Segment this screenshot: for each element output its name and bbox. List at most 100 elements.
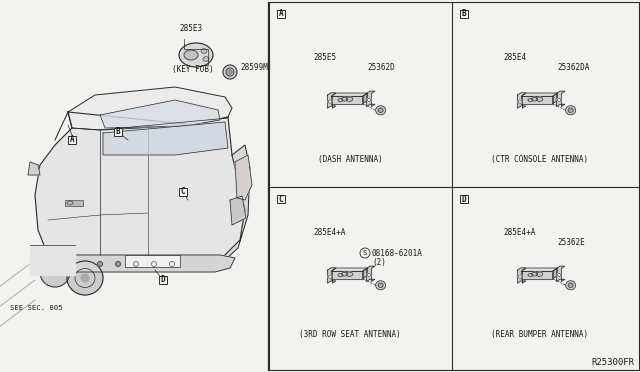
Ellipse shape [367,98,371,102]
Text: D: D [161,276,165,285]
Text: A: A [70,135,74,144]
Circle shape [97,262,102,266]
Circle shape [228,70,232,74]
Ellipse shape [378,283,383,288]
Ellipse shape [532,97,538,101]
Bar [179,188,187,196]
Text: (KEY FOB): (KEY FOB) [172,65,214,74]
Polygon shape [522,268,557,271]
Polygon shape [50,255,235,272]
Text: 285E3: 285E3 [179,24,203,33]
Text: 08168-6201A: 08168-6201A [372,248,423,257]
Ellipse shape [40,257,70,287]
Ellipse shape [528,273,533,277]
Polygon shape [522,96,552,104]
Polygon shape [332,271,363,279]
Ellipse shape [81,274,89,282]
Text: (DASH ANTENNA): (DASH ANTENNA) [317,155,382,164]
Ellipse shape [528,99,533,102]
Polygon shape [552,93,557,104]
Text: 285E5: 285E5 [313,53,336,62]
Polygon shape [518,93,526,108]
Ellipse shape [566,281,575,290]
Bar [460,195,468,203]
Polygon shape [522,93,557,96]
Text: (3RD ROW SEAT ANTENNA): (3RD ROW SEAT ANTENNA) [299,330,401,339]
Circle shape [223,65,237,79]
Polygon shape [363,93,367,104]
Circle shape [115,262,120,266]
Ellipse shape [338,273,343,277]
Ellipse shape [328,100,332,103]
Ellipse shape [557,98,561,102]
Polygon shape [522,271,552,279]
Bar [277,195,285,203]
Text: C: C [180,187,186,196]
Circle shape [170,262,175,266]
Polygon shape [100,100,220,128]
Polygon shape [332,268,367,271]
Polygon shape [220,145,250,260]
Ellipse shape [346,272,353,276]
Ellipse shape [346,97,353,101]
Polygon shape [557,91,565,106]
Bar [269,2,639,370]
Text: 285E4+A: 285E4+A [503,228,536,237]
Polygon shape [328,268,336,283]
Text: 285E4: 285E4 [503,53,526,62]
Text: R25300FR: R25300FR [591,358,634,367]
Ellipse shape [568,283,573,288]
Text: (2): (2) [372,257,386,266]
Ellipse shape [378,108,383,112]
Ellipse shape [201,49,207,53]
Text: 25362E: 25362E [557,238,585,247]
Ellipse shape [67,261,103,295]
Circle shape [226,68,234,76]
Polygon shape [367,91,375,106]
Circle shape [152,262,157,266]
Text: S: S [363,250,367,256]
Polygon shape [35,112,245,270]
Text: 25362D: 25362D [367,63,395,72]
Ellipse shape [328,275,332,278]
Text: 285E4+A: 285E4+A [313,228,346,237]
Bar [125,255,180,267]
Polygon shape [332,93,367,96]
Text: SEE SEC. 805: SEE SEC. 805 [10,305,63,311]
Ellipse shape [557,273,561,277]
Text: (REAR BUMPER ANTENNA): (REAR BUMPER ANTENNA) [492,330,589,339]
Text: B: B [116,128,120,137]
Ellipse shape [532,272,538,276]
Text: 25362DA: 25362DA [557,63,589,72]
Text: A: A [278,10,284,19]
Polygon shape [518,268,526,283]
Ellipse shape [518,275,522,278]
Polygon shape [332,96,363,104]
Polygon shape [552,268,557,279]
Polygon shape [235,155,252,200]
Bar [159,276,167,284]
Ellipse shape [338,99,343,102]
Ellipse shape [203,57,209,61]
Polygon shape [367,266,375,282]
Polygon shape [68,87,232,130]
Polygon shape [28,162,40,175]
Ellipse shape [568,108,573,112]
Bar [460,10,468,18]
Text: C: C [278,195,284,203]
Text: (CTR CONSOLE ANTENNA): (CTR CONSOLE ANTENNA) [492,155,589,164]
Bar [30,245,75,275]
Text: B: B [461,10,467,19]
Polygon shape [557,266,565,282]
Bar [68,136,76,144]
Polygon shape [363,268,367,279]
Ellipse shape [376,106,385,115]
Ellipse shape [376,281,385,290]
Ellipse shape [536,97,543,101]
Text: 28599M: 28599M [240,64,268,73]
Polygon shape [230,196,246,225]
Ellipse shape [536,272,543,276]
Bar [65,200,83,206]
Circle shape [134,262,138,266]
Bar [114,128,122,136]
